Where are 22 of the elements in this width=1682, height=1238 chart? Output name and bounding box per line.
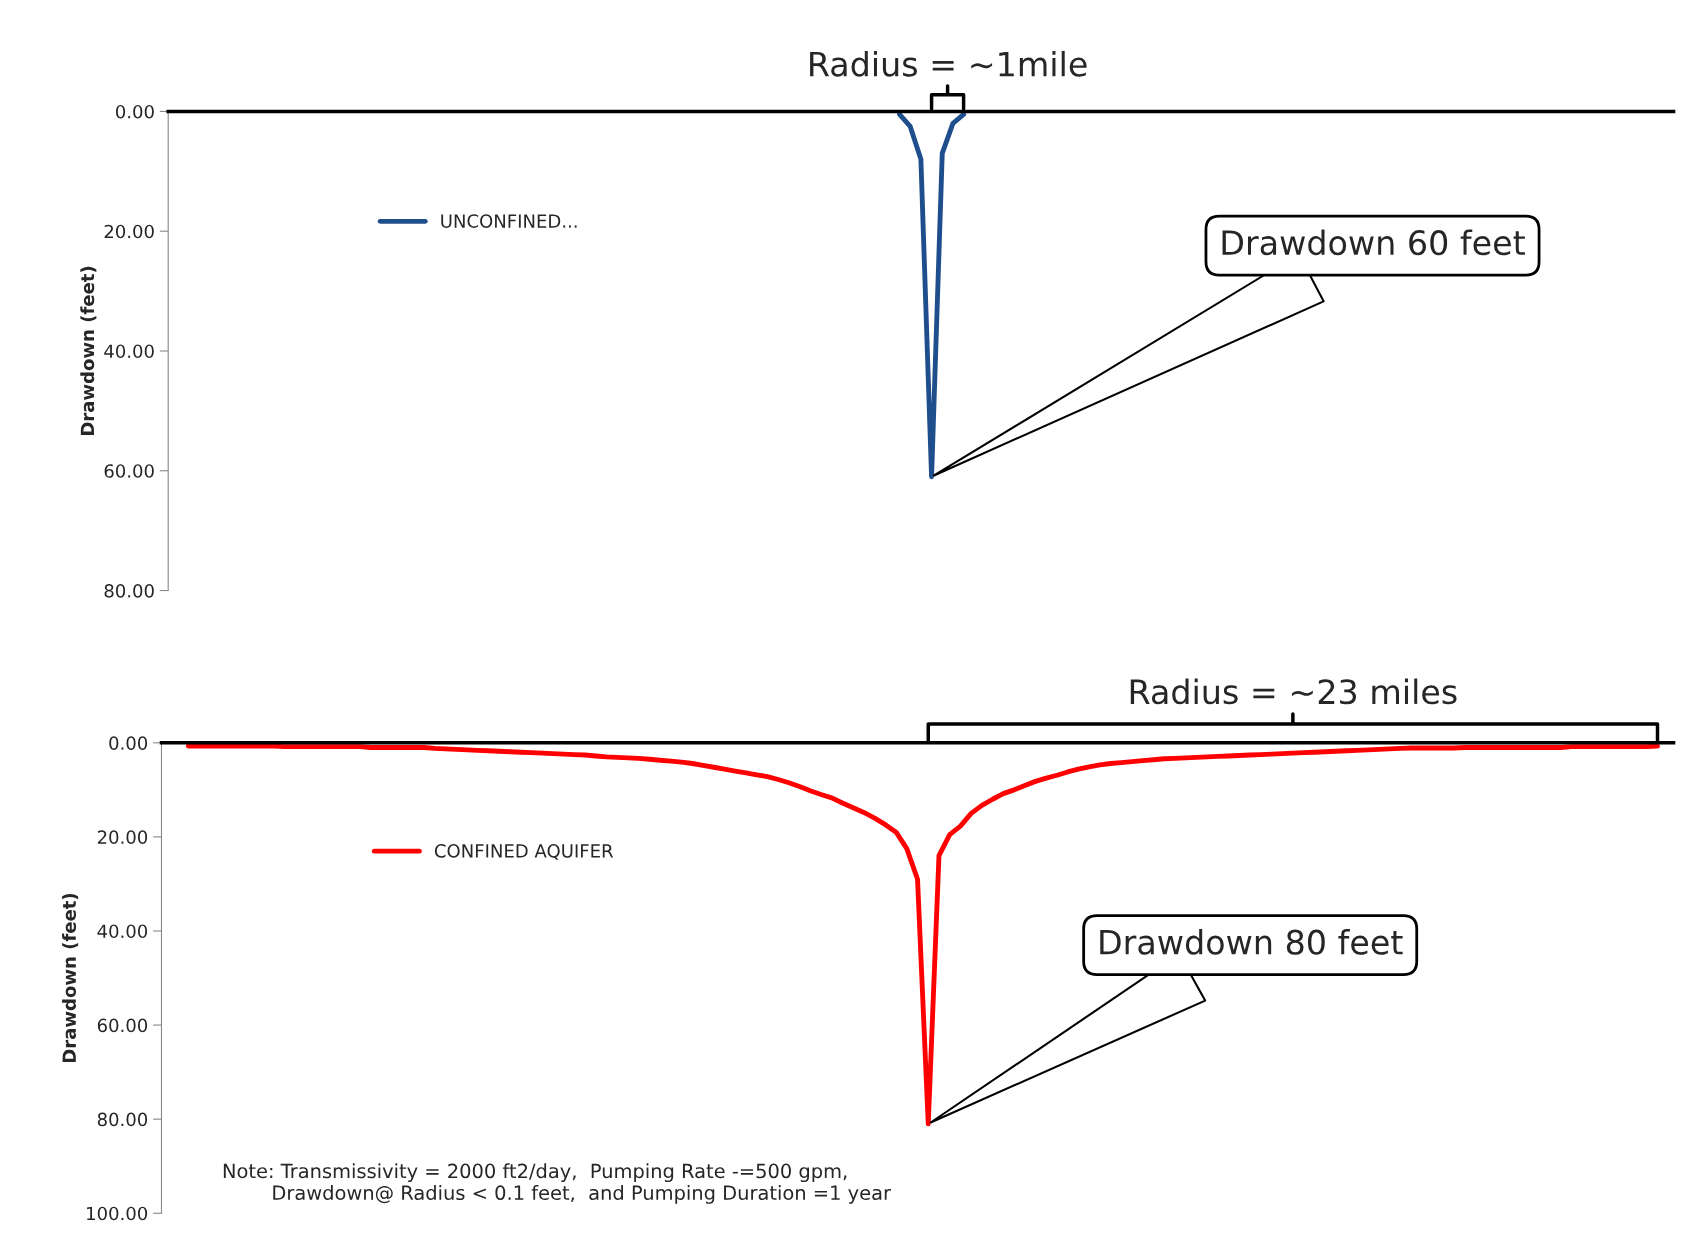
y-tick-label: 60.00 [97, 1018, 148, 1033]
y-tick-label: 80.00 [104, 583, 154, 598]
line-series [897, 111, 967, 480]
y-tick-label: 20.00 [97, 830, 148, 844]
annotation: Drawdown 80 feet [1100, 928, 1403, 955]
y-tick-label: 100.00 [87, 1206, 148, 1221]
y-tick-label: 20.00 [104, 224, 154, 239]
line-series [185, 743, 1660, 1127]
y-tick-label: 80.00 [97, 1112, 148, 1127]
text: Radius = ~23 miles [1130, 678, 1457, 705]
y-axis-title: Drawdown (feet) [62, 893, 79, 1063]
annotation: Note: Transmissivity = 2000 ft2/day, Pumping Rate -=500 gpm, Drawdown@ Radius < 0.1 feet, and Pumping Duration =1 year [223, 1163, 892, 1204]
legend-label: CONFINED AQUIFER [434, 844, 614, 860]
y-tick-label: 0.00 [109, 736, 148, 750]
legend-label: UNCONFINED... [441, 214, 577, 228]
y-tick-label: 40.00 [97, 924, 148, 939]
text: Radius = ~1mile [810, 50, 1087, 77]
y-tick-label: 40.00 [104, 344, 154, 359]
y-tick-label: 0.00 [115, 104, 154, 119]
annotation: Drawdown 60 feet [1222, 229, 1525, 256]
y-axis-title: Drawdown (feet) [80, 266, 97, 436]
y-tick-label: 60.00 [104, 464, 154, 478]
